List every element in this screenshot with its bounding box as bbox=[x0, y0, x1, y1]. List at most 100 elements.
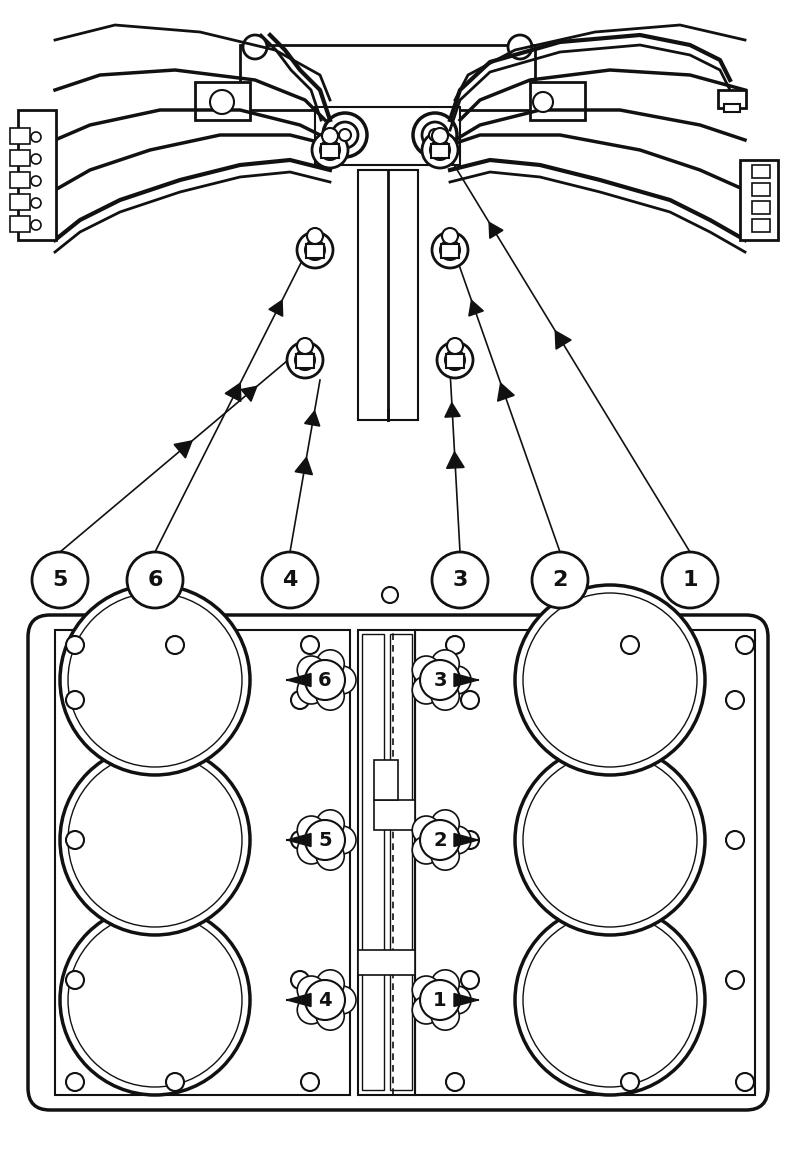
Circle shape bbox=[316, 1002, 344, 1030]
Circle shape bbox=[412, 676, 440, 704]
Circle shape bbox=[31, 220, 41, 230]
Text: 6: 6 bbox=[147, 570, 162, 590]
Text: 5: 5 bbox=[52, 570, 68, 590]
Circle shape bbox=[422, 122, 448, 148]
Circle shape bbox=[443, 666, 471, 693]
Bar bbox=[530, 82, 585, 120]
Circle shape bbox=[298, 816, 326, 844]
Circle shape bbox=[298, 976, 326, 1004]
Circle shape bbox=[437, 342, 473, 378]
Circle shape bbox=[210, 90, 234, 114]
Circle shape bbox=[382, 586, 398, 603]
FancyBboxPatch shape bbox=[28, 615, 768, 1110]
Circle shape bbox=[305, 240, 325, 260]
Bar bbox=[415, 630, 755, 1095]
Circle shape bbox=[298, 676, 326, 704]
Polygon shape bbox=[287, 994, 311, 1006]
Circle shape bbox=[31, 176, 41, 186]
Circle shape bbox=[412, 836, 440, 864]
Circle shape bbox=[166, 636, 184, 654]
Circle shape bbox=[166, 1073, 184, 1091]
Circle shape bbox=[328, 666, 356, 693]
Circle shape bbox=[447, 338, 463, 354]
Polygon shape bbox=[241, 386, 257, 401]
Bar bbox=[240, 45, 535, 110]
Bar bbox=[296, 354, 314, 368]
Circle shape bbox=[291, 831, 309, 849]
Text: 1: 1 bbox=[433, 990, 447, 1010]
Circle shape bbox=[305, 660, 345, 700]
Circle shape bbox=[323, 113, 367, 158]
Circle shape bbox=[66, 636, 84, 654]
Circle shape bbox=[446, 1073, 464, 1091]
Circle shape bbox=[736, 1073, 754, 1091]
Bar bbox=[10, 150, 30, 166]
Circle shape bbox=[31, 198, 41, 208]
Circle shape bbox=[301, 1073, 319, 1091]
Circle shape bbox=[262, 552, 318, 608]
Bar bbox=[55, 630, 350, 1095]
Circle shape bbox=[445, 350, 465, 370]
Polygon shape bbox=[225, 383, 241, 401]
Circle shape bbox=[422, 132, 458, 168]
Circle shape bbox=[66, 1073, 84, 1091]
Circle shape bbox=[523, 753, 697, 927]
Circle shape bbox=[298, 656, 326, 684]
Bar bbox=[441, 244, 459, 258]
Circle shape bbox=[301, 636, 319, 654]
Bar bbox=[752, 218, 770, 232]
Bar bbox=[374, 760, 398, 800]
Circle shape bbox=[420, 980, 460, 1020]
Circle shape bbox=[443, 986, 471, 1014]
Circle shape bbox=[736, 636, 754, 654]
Bar bbox=[195, 82, 250, 120]
Text: 3: 3 bbox=[452, 570, 468, 590]
Circle shape bbox=[312, 132, 348, 168]
Text: 1: 1 bbox=[682, 570, 698, 590]
Circle shape bbox=[66, 971, 84, 989]
Polygon shape bbox=[498, 383, 514, 401]
Circle shape bbox=[66, 831, 84, 849]
Bar bbox=[431, 144, 449, 158]
Text: 4: 4 bbox=[282, 570, 298, 590]
Bar bbox=[10, 216, 30, 232]
Circle shape bbox=[429, 129, 441, 141]
Circle shape bbox=[515, 905, 705, 1095]
Bar bbox=[374, 800, 415, 830]
Bar bbox=[362, 634, 384, 1090]
Circle shape bbox=[68, 593, 242, 767]
Circle shape bbox=[68, 753, 242, 927]
Bar bbox=[306, 244, 324, 258]
Bar bbox=[358, 950, 415, 975]
Circle shape bbox=[127, 552, 183, 608]
Circle shape bbox=[726, 691, 744, 710]
Circle shape bbox=[461, 971, 479, 989]
Bar bbox=[724, 104, 740, 112]
Bar bbox=[740, 160, 778, 240]
Circle shape bbox=[339, 129, 351, 141]
Circle shape bbox=[446, 636, 464, 654]
Circle shape bbox=[432, 552, 488, 608]
Polygon shape bbox=[555, 331, 571, 350]
Text: 4: 4 bbox=[318, 990, 332, 1010]
Bar bbox=[752, 183, 770, 196]
Circle shape bbox=[305, 820, 345, 860]
Bar bbox=[358, 630, 415, 1095]
Bar bbox=[10, 194, 30, 210]
Polygon shape bbox=[287, 834, 311, 846]
Polygon shape bbox=[489, 222, 503, 238]
Bar bbox=[358, 170, 418, 420]
Bar bbox=[718, 90, 746, 108]
Polygon shape bbox=[269, 300, 282, 316]
Polygon shape bbox=[174, 440, 192, 458]
Text: 5: 5 bbox=[318, 830, 332, 850]
Circle shape bbox=[316, 842, 344, 871]
Circle shape bbox=[508, 34, 532, 59]
Bar bbox=[0, 20, 800, 580]
Polygon shape bbox=[469, 300, 483, 316]
Bar bbox=[752, 201, 770, 214]
Circle shape bbox=[31, 154, 41, 164]
Circle shape bbox=[291, 971, 309, 989]
Circle shape bbox=[328, 986, 356, 1014]
Circle shape bbox=[291, 691, 309, 710]
